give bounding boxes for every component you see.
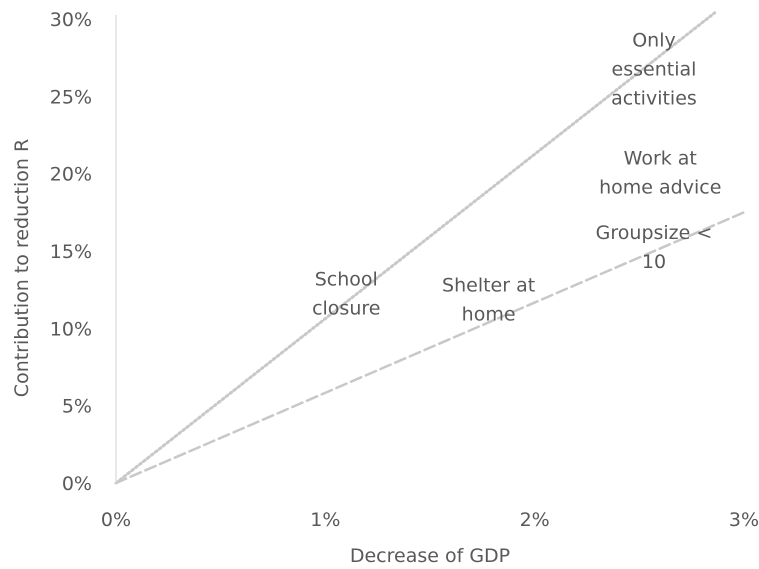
x-axis-tick-labels: 0% 1% 2% 3% <box>101 509 759 531</box>
y-axis-tick-labels: 0% 5% 10% 15% 20% 25% 30% <box>50 9 92 495</box>
y-tick-label: 15% <box>50 241 92 263</box>
point-label: Work at home advice <box>599 148 721 199</box>
y-tick-label: 30% <box>50 9 92 31</box>
y-axis-label: Contribution to reduction R <box>11 139 33 397</box>
point-label: Groupsize < 10 <box>596 222 713 273</box>
point-label: Shelter at home <box>442 274 535 325</box>
point-labels: School closure Shelter at home Groupsize < 10… <box>312 29 721 325</box>
x-tick-label: 3% <box>729 509 759 531</box>
x-tick-label: 0% <box>101 509 131 531</box>
point-label-line: essential <box>612 58 697 80</box>
y-tick-label: 25% <box>50 86 92 108</box>
point-label-line: home <box>462 303 516 325</box>
y-tick-label: 0% <box>62 473 92 495</box>
y-tick-label: 10% <box>50 318 92 340</box>
dashed-reference-line <box>114 211 746 485</box>
dotted-reference-line <box>114 11 717 485</box>
point-label-line: Work at <box>624 148 697 170</box>
point-label-line: Groupsize < <box>596 222 713 244</box>
point-label: Only essential activities <box>611 29 697 109</box>
y-tick-label: 5% <box>62 396 92 418</box>
x-tick-label: 2% <box>520 509 550 531</box>
point-label-line: activities <box>611 87 697 109</box>
y-tick-label: 20% <box>50 164 92 186</box>
point-label: School closure <box>312 268 380 319</box>
point-label-line: School <box>315 268 378 290</box>
point-label-line: Only <box>632 29 676 51</box>
reference-lines <box>114 11 746 485</box>
x-tick-label: 1% <box>310 509 340 531</box>
point-label-line: Shelter at <box>442 274 535 296</box>
point-label-line: home advice <box>599 177 721 199</box>
x-axis-label: Decrease of GDP <box>350 545 510 567</box>
point-label-line: 10 <box>642 251 666 273</box>
point-label-line: closure <box>312 297 380 319</box>
